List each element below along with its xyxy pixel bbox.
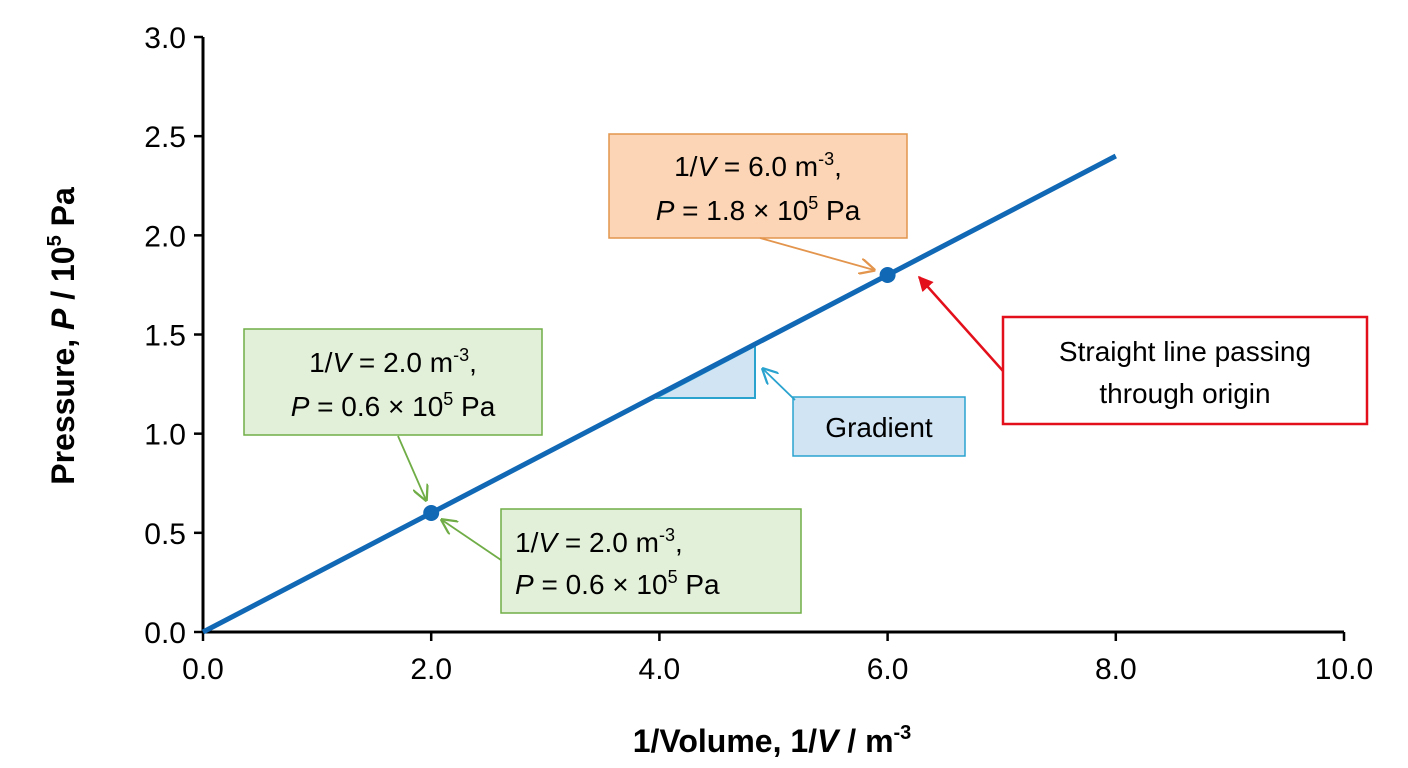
annotation-gradient-label: Gradient [825, 412, 933, 443]
x-tick-label: 6.0 [867, 653, 909, 686]
annotation-green-bottom-line2: P = 0.6 × 105 Pa [515, 567, 720, 600]
x-tick-label: 0.0 [182, 653, 224, 686]
annotation-orange-line2: P = 1.8 × 105 Pa [656, 193, 861, 226]
data-point [879, 267, 896, 283]
annotation-gradient-arrow [763, 369, 796, 401]
annotation-origin-line2: through origin [1099, 378, 1270, 409]
annotation-origin-arrow [918, 275, 1004, 372]
y-tick-label: 1.0 [144, 419, 186, 452]
annotation-orange-box [608, 133, 908, 239]
y-tick-label: 3.0 [144, 22, 186, 55]
annotation-green-top: 1/V = 2.0 m-3, P = 0.6 × 105 Pa [243, 328, 543, 500]
annotation-green-bottom-box [500, 508, 802, 614]
annotation-green-bottom-arrow [442, 520, 502, 561]
data-series [201, 153, 1117, 635]
series-line [201, 153, 1117, 635]
x-tick-label: 4.0 [639, 653, 681, 686]
annotation-origin-box [1001, 315, 1369, 426]
y-axis-title: Pressure, P / 105 Pa [44, 187, 81, 485]
y-tick-label: 0.5 [144, 518, 186, 551]
y-tick-label: 2.0 [144, 220, 186, 253]
x-tick-label: 8.0 [1095, 653, 1137, 686]
axes [194, 35, 1346, 641]
annotation-gradient-box [792, 396, 966, 457]
annotation-gradient: Gradient [763, 369, 966, 457]
y-tick-label: 1.5 [144, 320, 186, 353]
data-point [423, 505, 440, 521]
y-tick-label: 0.0 [144, 617, 186, 650]
x-tick-label: 10.0 [1315, 653, 1373, 686]
tick-labels: 0.0 2.0 4.0 6.0 8.0 10.0 0.0 0.5 1.0 1.5 2.0 2.5 3.0 [144, 22, 1373, 686]
y-tick-label: 2.5 [144, 121, 186, 154]
annotation-orange: 1/V = 6.0 m-3, P = 1.8 × 105 Pa [608, 133, 908, 270]
annotation-green-top-arrow [397, 435, 426, 500]
annotation-green-top-line2: P = 0.6 × 105 Pa [291, 389, 496, 422]
annotation-green-top-box [243, 328, 543, 436]
annotation-orange-arrow [759, 237, 874, 270]
annotation-green-bottom-line1: 1/V = 2.0 m-3, [515, 525, 683, 558]
annotation-green-bottom: 1/V = 2.0 m-3, P = 0.6 × 105 Pa [442, 508, 802, 614]
annotation-green-top-line1: 1/V = 2.0 m-3, [309, 345, 477, 378]
x-tick-label: 2.0 [410, 653, 452, 686]
annotation-origin-line1: Straight line passing [1059, 336, 1311, 367]
x-axis-title: 1/Volume, 1/V / m-3 [633, 722, 912, 759]
annotation-origin: Straight line passing through origin [918, 275, 1369, 426]
annotation-orange-line1: 1/V = 6.0 m-3, [674, 149, 842, 182]
